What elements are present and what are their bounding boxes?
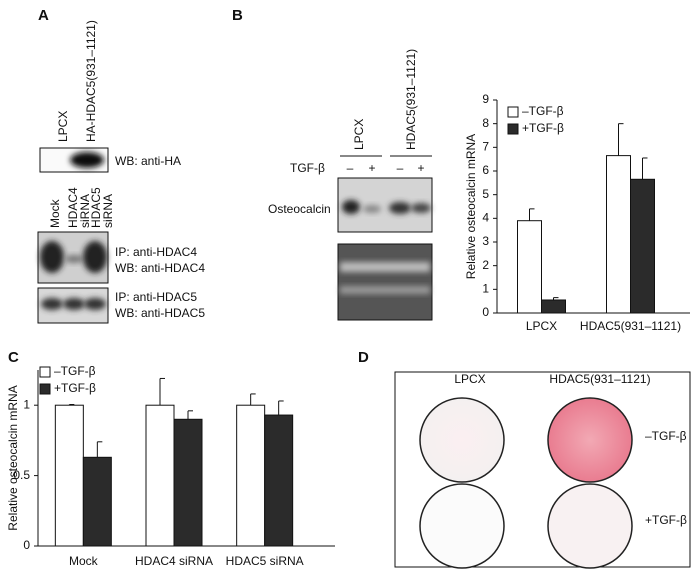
- band-label: Osteocalcin: [268, 202, 331, 216]
- band: [63, 298, 85, 310]
- lane-label: siRNA: [101, 194, 115, 228]
- lane-label: LPCX: [352, 119, 366, 150]
- blot-label: WB: anti-HA: [115, 154, 181, 168]
- row-label: –TGF-β: [645, 429, 687, 443]
- well: [547, 397, 633, 483]
- treatment-label: TGF-β: [290, 161, 325, 175]
- y-tick-label: 3: [482, 234, 489, 248]
- x-tick-label: HDAC4 siRNA: [135, 554, 213, 568]
- bar: [236, 404, 266, 547]
- sign: –: [397, 161, 404, 175]
- band: [342, 200, 360, 214]
- gel-band: [340, 286, 430, 294]
- well: [419, 397, 505, 483]
- panel-label: D: [358, 349, 369, 366]
- bar: [264, 414, 294, 547]
- y-axis-label: Relative osteocalcin mRNA: [464, 134, 478, 279]
- legend-label: –TGF-β: [522, 104, 564, 118]
- gel-band: [340, 262, 430, 272]
- y-axis-label: Relative osteocalcin mRNA: [6, 385, 20, 530]
- band: [389, 202, 411, 214]
- bar: [173, 418, 203, 547]
- blot-label: IP: anti-HDAC4: [115, 245, 197, 259]
- bar: [145, 404, 175, 547]
- row-label: +TGF-β: [645, 513, 687, 527]
- gel: [337, 243, 433, 321]
- y-tick-label: 6: [482, 163, 489, 177]
- y-tick-label: 7: [482, 140, 489, 154]
- lane-label: LPCX: [56, 111, 70, 142]
- band: [65, 255, 83, 263]
- panel-label: A: [38, 7, 49, 24]
- y-tick-label: 0: [23, 538, 30, 552]
- column-label: LPCX: [454, 372, 485, 386]
- column-label: HDAC5(931–1121): [549, 372, 650, 386]
- panel-label: C: [8, 349, 19, 366]
- band: [411, 203, 431, 213]
- blot-label: WB: anti-HDAC5: [115, 306, 205, 320]
- sign: +: [368, 161, 375, 175]
- band: [40, 241, 64, 273]
- legend-swatch: [39, 366, 51, 378]
- legend-swatch: [507, 106, 519, 118]
- well: [419, 483, 505, 569]
- bar: [517, 220, 542, 314]
- band: [41, 298, 63, 310]
- legend-swatch: [39, 383, 51, 395]
- lane-label: siRNA: [78, 194, 92, 228]
- y-tick-label: 8: [482, 116, 489, 130]
- band: [83, 241, 107, 273]
- blot-label: WB: anti-HDAC4: [115, 261, 205, 275]
- y-tick-label: 1: [23, 397, 30, 411]
- lane-label: HA-HDAC5(931–1121): [84, 20, 98, 142]
- bar: [541, 299, 566, 314]
- blot-label: IP: anti-HDAC5: [115, 290, 197, 304]
- y-tick-label: 2: [482, 258, 489, 272]
- x-tick-label: HDAC5(931–1121): [580, 319, 681, 333]
- lane-label: HDAC5: [89, 187, 103, 228]
- y-tick-label: 4: [482, 211, 489, 225]
- x-tick-label: Mock: [69, 554, 99, 568]
- lane-label: Mock: [48, 198, 62, 228]
- bar: [54, 404, 84, 547]
- bar: [630, 178, 655, 314]
- band: [84, 298, 106, 310]
- y-tick-label: 1: [482, 282, 489, 296]
- y-tick-label: 5: [482, 187, 489, 201]
- panel-label: B: [232, 7, 243, 24]
- sign: +: [417, 161, 424, 175]
- x-tick-label: LPCX: [526, 319, 557, 333]
- lane-label: HDAC5(931–1121): [404, 49, 418, 150]
- bar: [606, 155, 631, 314]
- legend-label: +TGF-β: [54, 381, 96, 395]
- y-tick-label: 0.5: [13, 468, 30, 482]
- band: [363, 205, 381, 213]
- legend-label: +TGF-β: [522, 121, 564, 135]
- bar: [82, 456, 112, 547]
- lane-label: HDAC4: [66, 187, 80, 228]
- legend-swatch: [507, 123, 519, 135]
- y-tick-label: 9: [482, 92, 489, 106]
- y-tick-label: 0: [482, 305, 489, 319]
- band: [70, 152, 104, 168]
- sign: –: [347, 161, 354, 175]
- legend-label: –TGF-β: [54, 364, 96, 378]
- well: [547, 483, 633, 569]
- x-tick-label: HDAC5 siRNA: [226, 554, 304, 568]
